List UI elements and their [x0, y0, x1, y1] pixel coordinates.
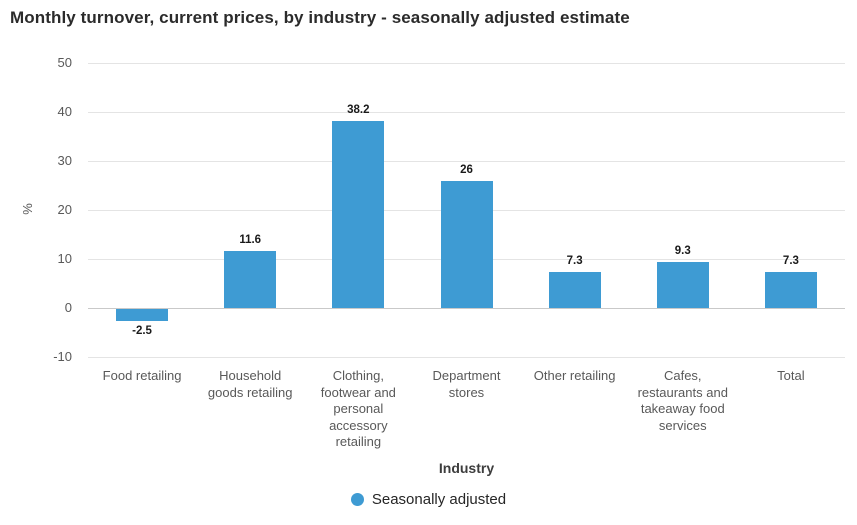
y-tick-label: 10	[57, 251, 72, 266]
bar-1[interactable]	[116, 309, 169, 322]
x-category-label: Household goods retailing	[207, 368, 293, 400]
gridline	[88, 62, 845, 64]
y-tick-label: 30	[57, 153, 72, 168]
bar-2[interactable]	[224, 251, 277, 308]
bar-value-label: -2.5	[132, 325, 152, 338]
y-tick-label: 50	[57, 55, 72, 70]
gridline	[88, 160, 845, 162]
x-axis-labels: Food retailing Household goods retailing C…	[88, 368, 845, 453]
bar-value-label: 11.6	[239, 234, 262, 247]
x-category-label: Food retailing	[102, 368, 182, 383]
plot-area: 50 40 30 20 10 0 -10 -2.5 11.6 38.2 26 7.3 9.3 7.3	[53, 56, 845, 364]
x-category-label: Total	[777, 368, 805, 383]
bar-value-label: 38.2	[347, 103, 370, 116]
y-tick-label: 40	[57, 104, 72, 119]
bar-value-label: 26	[460, 163, 473, 176]
bar-3[interactable]	[332, 120, 385, 308]
x-category-label: Other retailing	[533, 368, 616, 383]
bar-value-label: 9.3	[674, 245, 691, 258]
gridline	[88, 356, 845, 358]
bar-value-label: 7.3	[782, 255, 799, 268]
y-tick-label: -10	[53, 349, 72, 364]
bar-6[interactable]	[656, 262, 709, 308]
chart-title: Monthly turnover, current prices, by ind…	[10, 8, 630, 27]
y-tick-label: 0	[64, 300, 72, 315]
legend-marker-icon[interactable]	[350, 493, 364, 506]
bar-value-label: 7.3	[566, 255, 583, 268]
bar-5[interactable]	[548, 272, 601, 308]
x-category-label: Department stores	[432, 368, 501, 400]
y-tick-label: 20	[57, 202, 72, 217]
gridline	[88, 111, 845, 113]
legend: Seasonally adjusted	[0, 491, 857, 508]
gridline	[88, 307, 845, 309]
bar-4[interactable]	[440, 180, 493, 308]
legend-label[interactable]: Seasonally adjusted	[371, 491, 507, 508]
x-category-label: Clothing, footwear and personal accessor…	[320, 368, 396, 449]
x-axis-title: Industry	[438, 460, 495, 476]
bar-7[interactable]	[764, 272, 817, 308]
x-category-label: Cafes, restaurants and takeaway food ser…	[637, 368, 728, 433]
